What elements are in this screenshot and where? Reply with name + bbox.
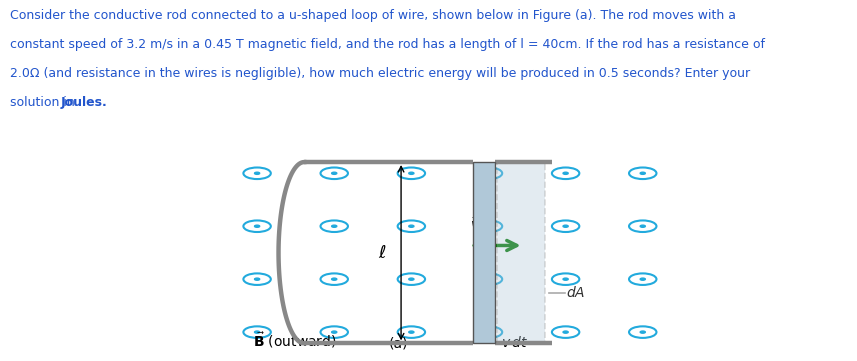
Circle shape (563, 331, 568, 333)
Circle shape (409, 278, 414, 280)
Circle shape (486, 331, 491, 333)
Text: solution in: solution in (10, 96, 79, 109)
Circle shape (255, 172, 260, 174)
Text: $dA$: $dA$ (566, 285, 586, 300)
Circle shape (486, 172, 491, 174)
Circle shape (332, 225, 337, 227)
Circle shape (409, 331, 414, 333)
Circle shape (486, 278, 491, 280)
Circle shape (640, 278, 645, 280)
Circle shape (563, 278, 568, 280)
Circle shape (255, 225, 260, 227)
Text: $\ell$: $\ell$ (378, 244, 387, 262)
Text: 2.0Ω (and resistance in the wires is negligible), how much electric energy will : 2.0Ω (and resistance in the wires is neg… (10, 67, 751, 80)
Circle shape (255, 331, 260, 333)
Text: Joules.: Joules. (60, 96, 107, 109)
Circle shape (486, 225, 491, 227)
Circle shape (640, 172, 645, 174)
Bar (497, 162, 545, 343)
Circle shape (640, 225, 645, 227)
Bar (473, 162, 495, 343)
Text: $\vec{\mathbf{B}}$ (outward): $\vec{\mathbf{B}}$ (outward) (253, 331, 337, 350)
Text: Consider the conductive rod connected to a u-shaped loop of wire, shown below in: Consider the conductive rod connected to… (10, 9, 736, 22)
Circle shape (640, 331, 645, 333)
Text: $v\,dt$: $v\,dt$ (500, 335, 528, 350)
Circle shape (332, 278, 337, 280)
Circle shape (409, 225, 414, 227)
Circle shape (332, 172, 337, 174)
Text: $\vec{v}$: $\vec{v}$ (470, 216, 481, 233)
Circle shape (332, 331, 337, 333)
Circle shape (255, 278, 260, 280)
Circle shape (563, 172, 568, 174)
Circle shape (563, 225, 568, 227)
Text: constant speed of 3.2 m/s in a 0.45 T magnetic field, and the rod has a length o: constant speed of 3.2 m/s in a 0.45 T ma… (10, 38, 765, 51)
Circle shape (409, 172, 414, 174)
Text: (a): (a) (389, 336, 408, 350)
